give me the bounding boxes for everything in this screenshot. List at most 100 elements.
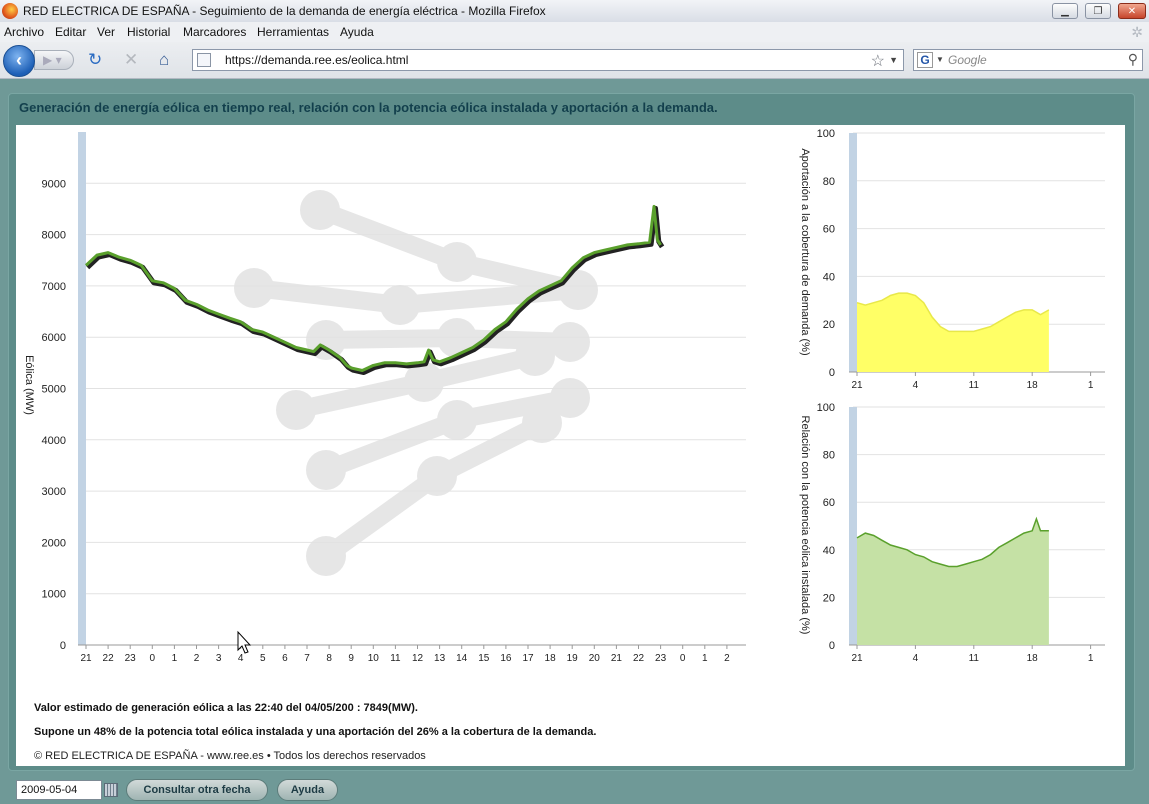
y-tick-label: 9000 bbox=[42, 178, 66, 190]
search-input[interactable]: Google bbox=[948, 53, 987, 67]
page-identity-icon[interactable] bbox=[197, 53, 211, 67]
y-tick-label: 2000 bbox=[42, 537, 66, 549]
maximize-button[interactable]: ❐ bbox=[1085, 3, 1111, 19]
x-tick-label: 11 bbox=[390, 653, 401, 664]
x-tick-label: 14 bbox=[456, 653, 468, 664]
firefox-logo-icon bbox=[2, 3, 18, 19]
x-tick-label: 3 bbox=[216, 653, 222, 664]
x-tick-label: 21 bbox=[851, 380, 863, 391]
copyright-text: © RED ELECTRICA DE ESPAÑA - www.ree.es •… bbox=[34, 750, 426, 762]
y-tick-label: 6000 bbox=[42, 332, 66, 344]
reload-icon[interactable]: ↻ bbox=[88, 50, 103, 69]
x-tick-label: 4 bbox=[913, 380, 919, 391]
y-tick-label: 0 bbox=[60, 640, 66, 652]
help-button[interactable]: Ayuda bbox=[277, 779, 338, 801]
x-tick-label: 4 bbox=[913, 653, 919, 664]
menu-archivo[interactable]: Archivo bbox=[4, 25, 45, 39]
x-tick-label: 2 bbox=[724, 653, 730, 664]
home-icon[interactable]: ⌂ bbox=[159, 50, 170, 69]
x-tick-label: 6 bbox=[282, 653, 288, 664]
demand-coverage-chart: 0 20 40 60 80 100 21 4 11 18 1 Aportación a la cobe… bbox=[799, 128, 1105, 391]
series-line bbox=[84, 204, 662, 372]
y-tick-label: 0 bbox=[829, 367, 835, 379]
y-tick-label: 20 bbox=[823, 319, 835, 331]
y-tick-label: 20 bbox=[823, 592, 835, 604]
url-text[interactable]: https://demanda.ree.es/eolica.html bbox=[225, 53, 409, 67]
x-tick-label: 12 bbox=[412, 653, 424, 664]
consult-date-button[interactable]: Consultar otra fecha bbox=[126, 779, 268, 801]
x-tick-label: 8 bbox=[326, 653, 332, 664]
x-tick-label: 0 bbox=[680, 653, 686, 664]
mouse-cursor-icon bbox=[237, 630, 252, 654]
menu-marcadores[interactable]: Marcadores bbox=[183, 25, 247, 39]
y-tick-label: 40 bbox=[823, 545, 835, 557]
series-line bbox=[856, 516, 1049, 568]
x-tick-label: 23 bbox=[655, 653, 667, 664]
date-input[interactable]: 2009-05-04 bbox=[16, 780, 102, 800]
estimate-text: Valor estimado de generación eólica a la… bbox=[34, 702, 418, 714]
window-title-bar: RED ELECTRICA DE ESPAÑA - Seguimiento de… bbox=[0, 0, 1149, 23]
back-button[interactable]: ‹ bbox=[3, 45, 35, 77]
search-icon[interactable]: ⚲ bbox=[1127, 51, 1138, 67]
x-tick-label: 20 bbox=[589, 653, 601, 664]
page-heading: Generación de energía eólica en tiempo r… bbox=[19, 100, 718, 115]
x-tick-label: 1 bbox=[172, 653, 178, 664]
menu-herramientas[interactable]: Herramientas bbox=[257, 25, 330, 39]
y-axis-band bbox=[849, 407, 857, 645]
url-dropdown-icon[interactable]: ▼ bbox=[889, 55, 898, 65]
throbber-icon: ✲ bbox=[1131, 24, 1143, 40]
y-axis-band bbox=[849, 133, 857, 372]
y-axis-band bbox=[78, 132, 86, 645]
y-tick-label: 5000 bbox=[42, 384, 66, 396]
y-tick-label: 100 bbox=[817, 128, 835, 140]
menu-historial[interactable]: Historial bbox=[127, 25, 171, 39]
y-axis-label: Relación con la potencia eólica instalad… bbox=[799, 416, 811, 635]
menu-bar: Archivo Editar Ver Historial Marcadores … bbox=[0, 22, 1149, 42]
y-tick-label: 4000 bbox=[42, 435, 66, 447]
navigation-toolbar: ▶ ▾ ‹ ↻ ✕ ⌂ https://demanda.ree.es/eolic… bbox=[0, 42, 1149, 79]
menu-ver[interactable]: Ver bbox=[97, 25, 116, 39]
google-engine-icon[interactable]: G bbox=[917, 52, 933, 68]
x-tick-label: 21 bbox=[80, 653, 92, 664]
window-title: RED ELECTRICA DE ESPAÑA - Seguimiento de… bbox=[23, 4, 546, 18]
x-tick-label: 23 bbox=[125, 653, 137, 664]
minimize-button[interactable]: ▁ bbox=[1052, 3, 1078, 19]
y-tick-label: 40 bbox=[823, 271, 835, 283]
x-tick-label: 4 bbox=[238, 653, 244, 664]
y-tick-label: 80 bbox=[823, 176, 835, 188]
x-tick-label: 13 bbox=[434, 653, 446, 664]
y-axis-label: Aportación a la cobertura de demanda (%) bbox=[799, 148, 811, 355]
x-tick-label: 7 bbox=[304, 653, 310, 664]
engine-dropdown-icon[interactable]: ▼ bbox=[936, 55, 944, 64]
ree-watermark-logo bbox=[234, 190, 598, 576]
y-tick-label: 100 bbox=[817, 402, 835, 414]
close-button[interactable]: ✕ bbox=[1118, 3, 1146, 19]
y-tick-label: 0 bbox=[829, 640, 835, 652]
stop-icon[interactable]: ✕ bbox=[124, 50, 139, 69]
menu-ayuda[interactable]: Ayuda bbox=[340, 25, 374, 39]
x-tick-label: 1 bbox=[1088, 653, 1094, 664]
area-fill bbox=[857, 518, 1049, 645]
y-tick-label: 7000 bbox=[42, 281, 66, 293]
forward-button[interactable]: ▶ ▾ bbox=[34, 50, 74, 70]
x-tick-label: 16 bbox=[500, 653, 512, 664]
x-tick-label: 11 bbox=[969, 380, 980, 391]
y-tick-label: 60 bbox=[823, 497, 835, 509]
x-tick-label: 18 bbox=[545, 653, 557, 664]
y-tick-label: 60 bbox=[823, 224, 835, 236]
x-tick-label: 22 bbox=[103, 653, 115, 664]
x-tick-label: 1 bbox=[1088, 380, 1094, 391]
bookmark-star-icon[interactable]: ☆ bbox=[870, 53, 885, 70]
search-bar[interactable]: G ▼ Google ⚲ bbox=[913, 49, 1143, 71]
x-tick-label: 10 bbox=[368, 653, 380, 664]
url-bar[interactable]: https://demanda.ree.es/eolica.html ☆ ▼ bbox=[192, 49, 904, 71]
menu-editar[interactable]: Editar bbox=[55, 25, 87, 39]
x-tick-label: 9 bbox=[348, 653, 354, 664]
y-tick-label: 80 bbox=[823, 450, 835, 462]
x-tick-label: 17 bbox=[522, 653, 534, 664]
calendar-icon[interactable] bbox=[104, 783, 118, 797]
x-tick-label: 5 bbox=[260, 653, 266, 664]
y-tick-label: 1000 bbox=[42, 589, 66, 601]
